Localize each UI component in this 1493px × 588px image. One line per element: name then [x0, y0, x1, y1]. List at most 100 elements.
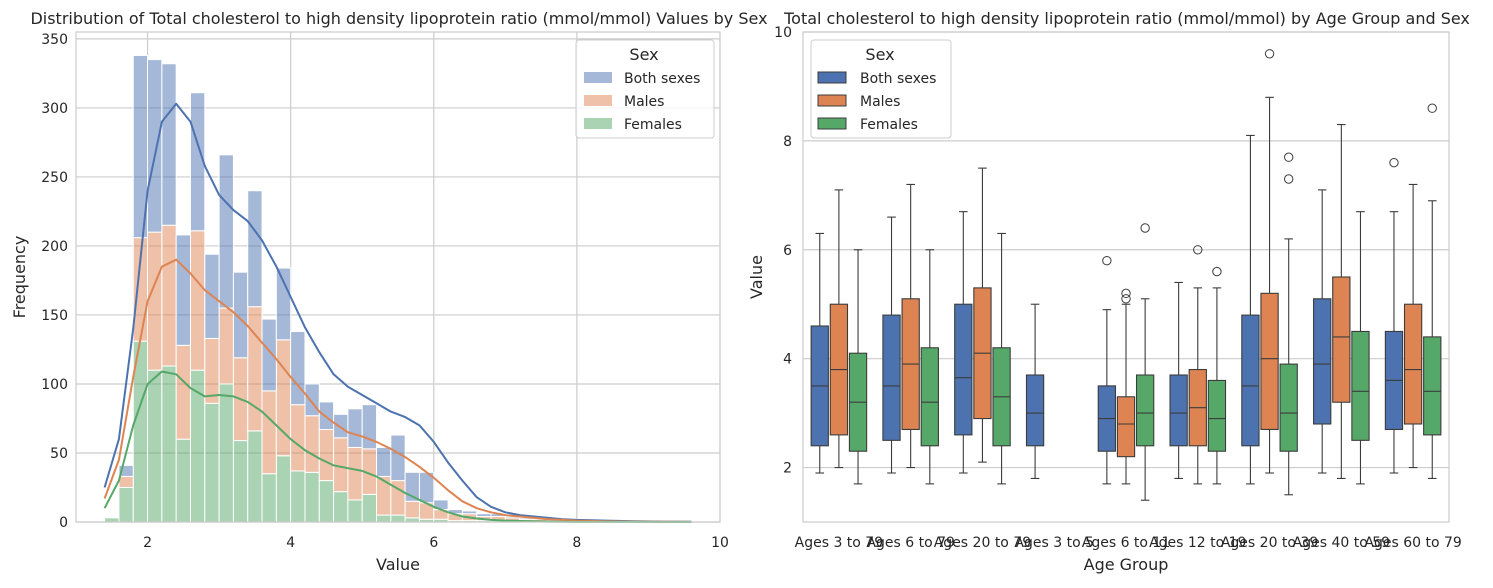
histogram-x-tick-label: 2	[143, 535, 152, 551]
boxplot-y-tick-label: 4	[783, 352, 792, 368]
boxplot-y-tick-label: 10	[774, 25, 792, 41]
boxplot-y-tick-label: 6	[783, 243, 792, 259]
histogram-bar-males	[318, 429, 335, 482]
box-outlier	[1193, 245, 1203, 255]
box-outlier	[1283, 174, 1294, 184]
box-outlier	[1283, 152, 1294, 162]
histogram-y-axis-label: Frequency	[10, 236, 29, 319]
histogram-bar-both-sexes	[333, 413, 349, 439]
histogram-y-tick-label: 350	[41, 32, 68, 48]
histogram-legend-swatch-both-sexes	[584, 72, 612, 83]
histogram-title: Distribution of Total cholesterol to hig…	[30, 9, 767, 28]
box-outlier	[1212, 266, 1222, 277]
box-both-sexes-ages-6-to-11	[1097, 255, 1117, 485]
box-males-ages-3-to-79	[829, 189, 849, 469]
histogram-bar-females	[404, 517, 420, 523]
histogram-bar-females	[247, 430, 263, 523]
histogram-y-tick-label: 300	[41, 101, 68, 117]
histogram-bar-females	[290, 470, 306, 523]
histogram-legend-swatch-males	[584, 95, 612, 106]
boxplot-panel: Total cholesterol to high density lipopr…	[747, 9, 1470, 574]
histogram-bar-females	[175, 438, 191, 523]
histogram-bar-females	[147, 369, 163, 523]
box-outlier	[1121, 288, 1131, 299]
histogram-bar-females	[304, 471, 320, 523]
box-females-ages-3-to-79	[848, 249, 868, 485]
box-iqr	[1025, 374, 1045, 447]
box-iqr	[1279, 363, 1298, 452]
boxplot-boxes	[810, 49, 1442, 501]
histogram-bar-males	[247, 306, 263, 432]
histogram-x-tick-label: 4	[286, 535, 295, 551]
histogram-bar-both-sexes	[118, 464, 134, 477]
histogram-x-tick-label: 6	[429, 535, 438, 551]
box-both-sexes-ages-3-to-5	[1025, 303, 1045, 479]
box-outlier	[1140, 223, 1150, 233]
histogram-legend-label-females: Females	[624, 117, 682, 133]
histogram-x-axis-label: Value	[376, 555, 420, 574]
boxplot-x-tick-label: Ages 40 to 59	[1293, 535, 1390, 551]
histogram-bar-females	[376, 514, 392, 523]
histogram-y-tick-label: 200	[41, 239, 68, 255]
box-females-ages-20-to-39	[1279, 152, 1298, 496]
histogram-bar-both-sexes	[347, 408, 363, 448]
boxplot-legend-swatch-males	[817, 94, 847, 107]
histogram-bar-both-sexes	[247, 190, 263, 308]
histogram-bar-males	[304, 415, 320, 473]
boxplot-title: Total cholesterol to high density lipopr…	[783, 9, 1470, 28]
histogram-bar-males	[404, 500, 420, 519]
boxplot-x-tick-label: Ages 20 to 79	[934, 535, 1031, 551]
boxplot-legend: Sex Both sexes Males Females	[810, 39, 952, 139]
histogram-x-tick-label: 10	[711, 535, 729, 551]
boxplot-x-tick-label: Ages 3 to 79	[795, 535, 884, 551]
box-males-ages-12-to-19	[1188, 245, 1207, 485]
boxplot-legend-label-males: Males	[860, 94, 900, 110]
box-iqr	[1241, 314, 1260, 447]
box-females-ages-40-to-59	[1351, 211, 1370, 485]
box-both-sexes-ages-20-to-39	[1241, 134, 1260, 485]
boxplot-x-tick-label: Ages 12 to 19	[1149, 535, 1246, 551]
histogram-y-tick-label: 100	[41, 377, 68, 393]
histogram-bar-females	[361, 493, 378, 523]
boxplot-x-axis-label: Age Group	[1084, 555, 1169, 574]
histogram-bar-males	[347, 446, 363, 501]
histogram-bar-both-sexes	[261, 318, 277, 392]
box-males-ages-6-to-11	[1116, 288, 1136, 485]
box-iqr	[1403, 303, 1423, 425]
boxplot-y-tick-label: 2	[783, 461, 792, 477]
box-females-ages-12-to-19	[1207, 266, 1227, 485]
histogram-bar-both-sexes	[290, 331, 306, 406]
box-iqr	[1260, 292, 1279, 430]
histogram-legend-swatch-females	[584, 118, 612, 129]
boxplot-y-tick-label: 8	[783, 134, 792, 150]
histogram-bar-females	[118, 486, 134, 523]
histogram-bar-both-sexes	[361, 404, 378, 450]
box-both-sexes-ages-12-to-19	[1169, 281, 1188, 479]
box-iqr	[1332, 276, 1351, 403]
box-iqr	[1313, 298, 1332, 425]
histogram-bar-both-sexes	[147, 59, 163, 233]
box-both-sexes-ages-3-to-79	[810, 232, 829, 474]
box-outlier	[1102, 255, 1112, 266]
histogram-bar-females	[347, 499, 363, 523]
histogram-bar-females	[204, 402, 220, 523]
boxplot-frame	[802, 31, 1450, 523]
histogram-bar-both-sexes	[161, 63, 177, 226]
histogram-bar-males	[376, 475, 392, 516]
box-both-sexes-ages-40-to-59	[1313, 189, 1332, 474]
box-males-ages-60-to-79	[1403, 183, 1423, 469]
histogram-bar-both-sexes	[461, 510, 478, 515]
histogram-bar-females	[161, 365, 177, 523]
histogram-legend-label-both-sexes: Both sexes	[624, 71, 700, 87]
histogram-legend-label-males: Males	[624, 94, 664, 110]
box-outlier	[1264, 49, 1275, 59]
box-outlier	[1427, 103, 1437, 113]
histogram-frame	[75, 31, 721, 523]
histogram-bar-males	[290, 404, 306, 472]
histogram-bar-both-sexes	[232, 271, 249, 359]
box-iqr	[954, 303, 973, 436]
boxplot-x-tick-label: Ages 3 to 5	[1014, 535, 1094, 551]
box-iqr	[1169, 374, 1188, 447]
histogram-bar-both-sexes	[175, 234, 191, 346]
